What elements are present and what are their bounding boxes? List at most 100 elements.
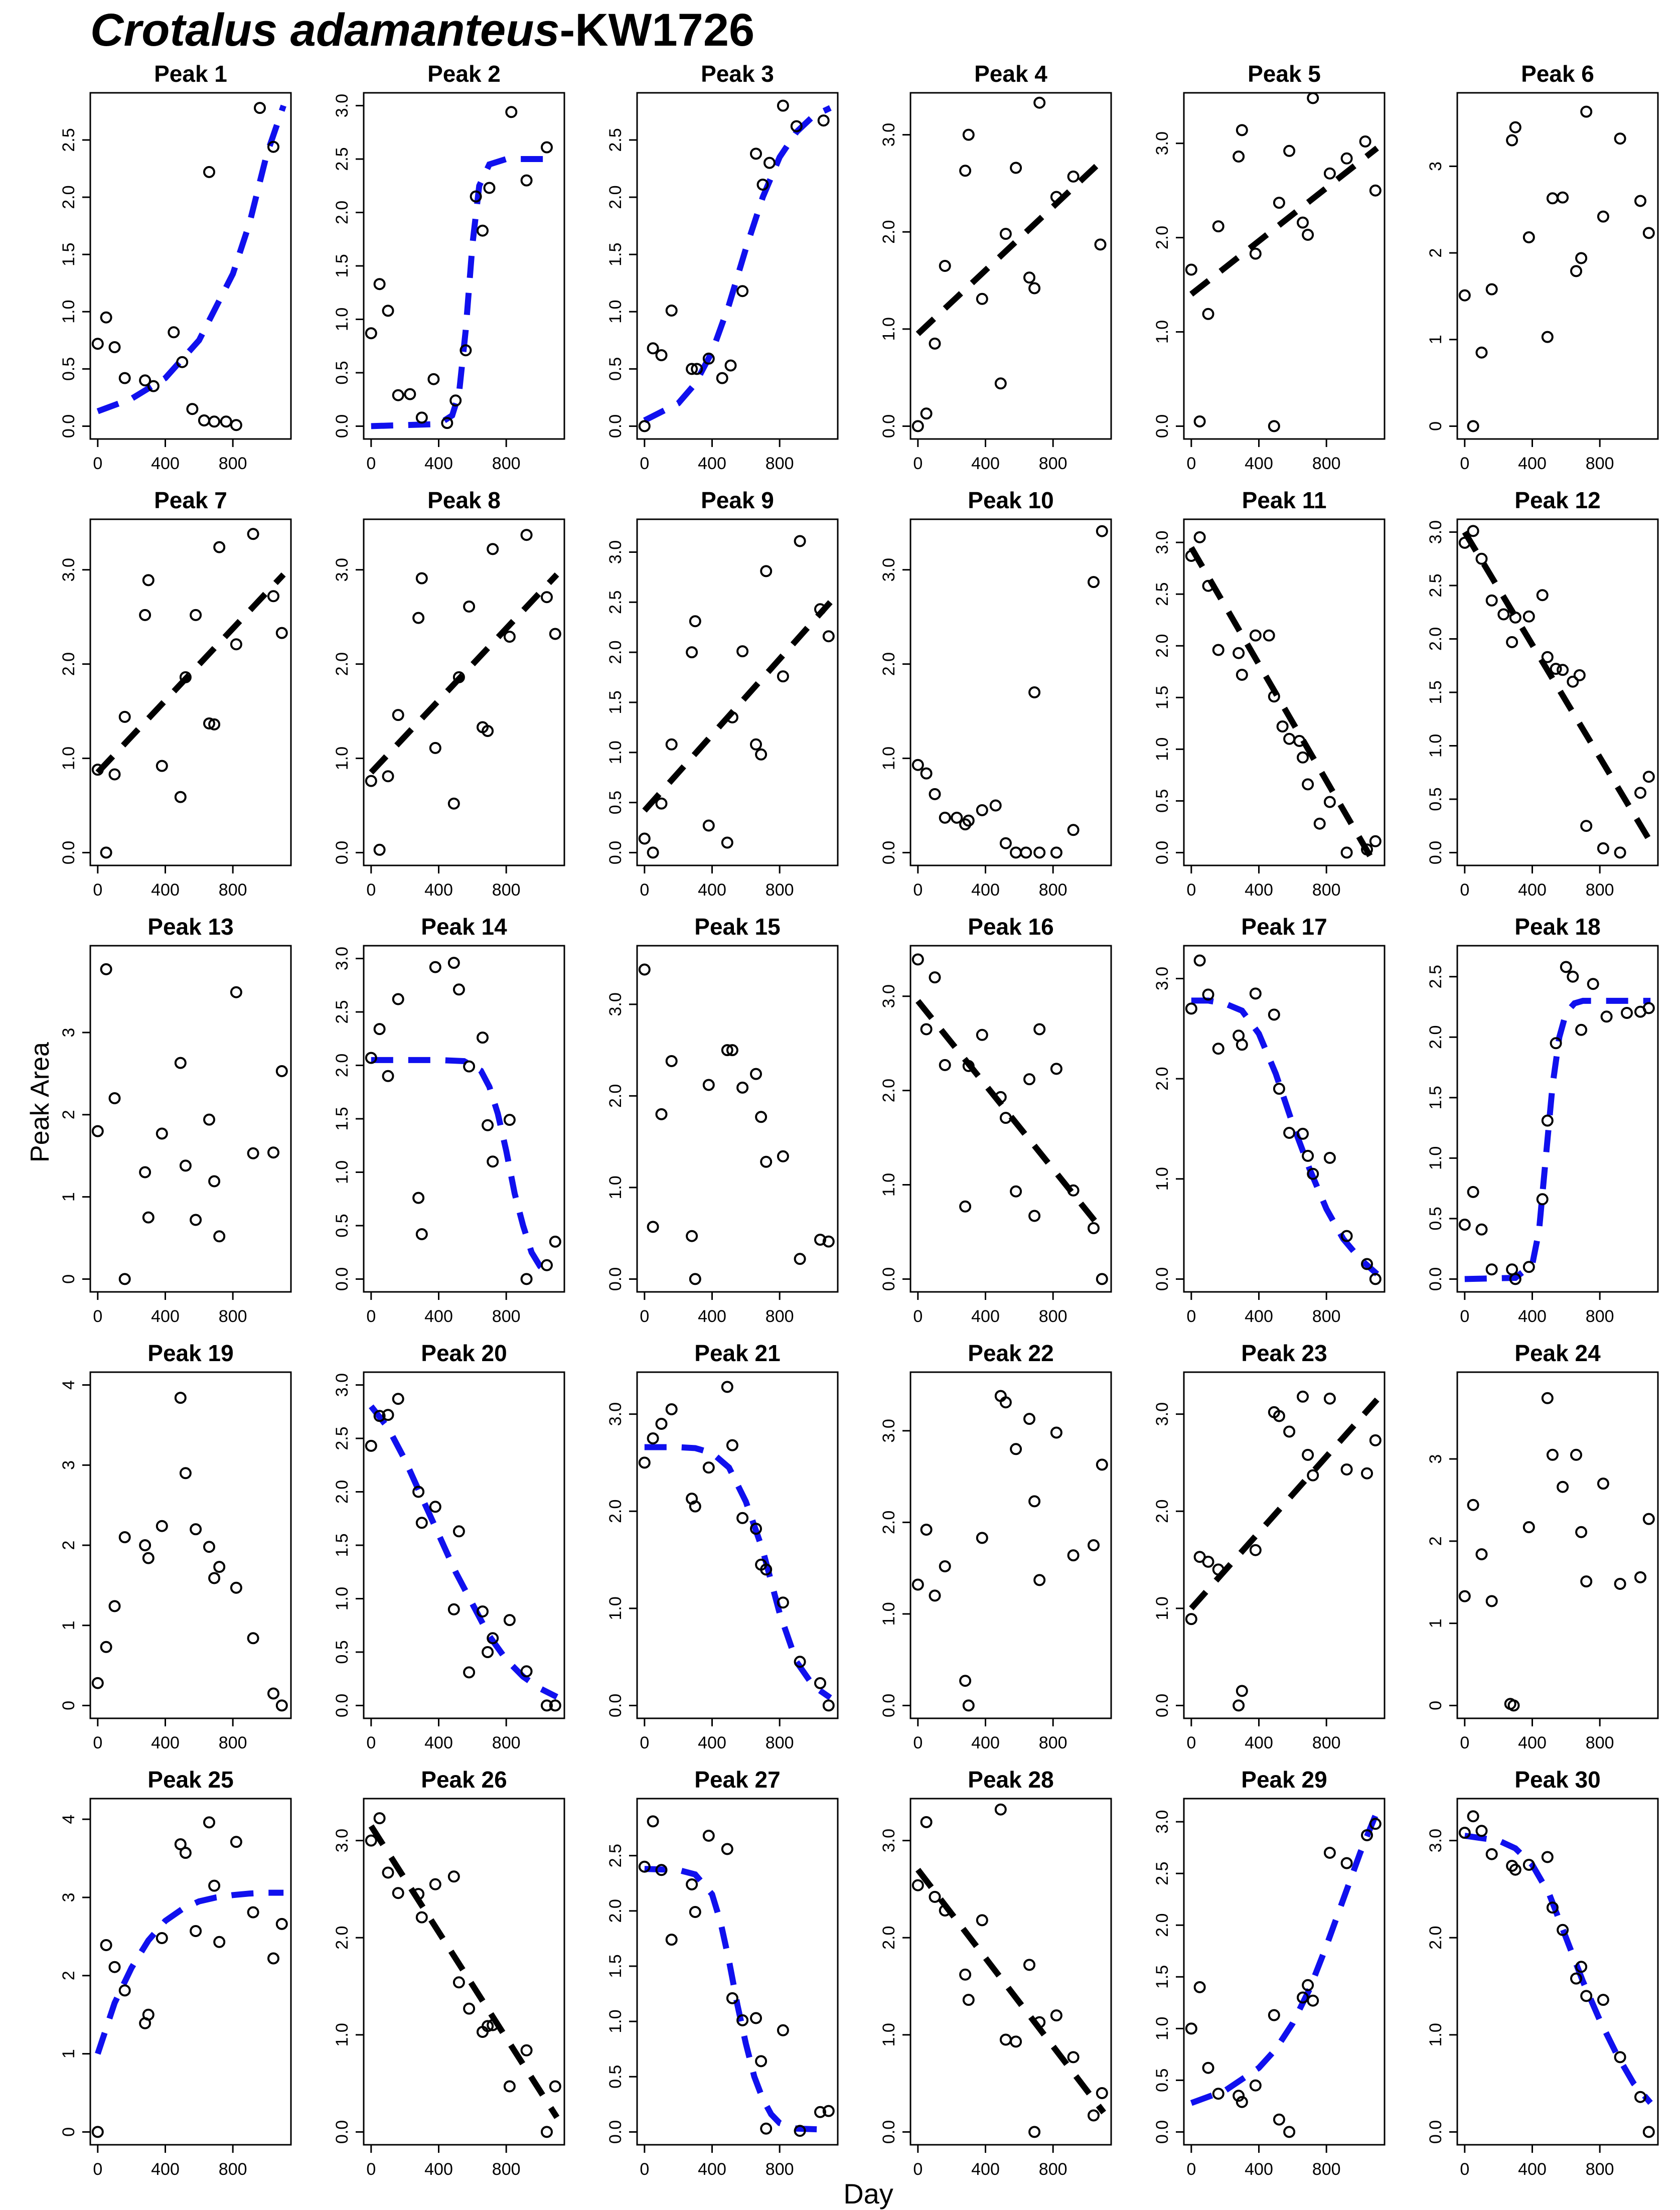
data-point xyxy=(541,141,553,154)
x-tick-label: 0 xyxy=(366,1733,376,1752)
y-tick-label: 2.0 xyxy=(333,1054,352,1077)
panel-frame xyxy=(1183,92,1386,440)
data-point xyxy=(686,1878,698,1890)
y-tick-label: 1.0 xyxy=(1426,734,1445,758)
y-tick-label: 1.0 xyxy=(879,317,898,341)
panel-peak-22: Peak 22 0 400 800 0.0 1.0 2.0 3.0 xyxy=(879,1340,1112,1752)
data-point xyxy=(230,986,242,998)
data-point xyxy=(156,760,168,772)
data-point xyxy=(230,1836,242,1848)
data-point xyxy=(1010,1443,1022,1455)
x-tick-label: 0 xyxy=(640,454,649,473)
panel-peak-29: Peak 29 0 400 800 0.0 0.5 1.0 1.5 2.0 2.5 3.0 xyxy=(1153,1766,1386,2179)
y-tick-label: 2.5 xyxy=(333,147,352,171)
data-point xyxy=(1067,2051,1080,2064)
data-point xyxy=(176,356,189,368)
data-point xyxy=(1575,252,1588,264)
data-point xyxy=(1614,132,1626,145)
panel-peak-15: Peak 15 0 400 800 0.0 1.0 2.0 3.0 xyxy=(606,914,839,1326)
y-tick-label: 1.5 xyxy=(606,690,625,714)
x-tick-label: 0 xyxy=(1186,2160,1196,2179)
panel-frame xyxy=(1456,92,1659,440)
y-tick-label: 2.0 xyxy=(606,641,625,664)
data-point xyxy=(373,1023,386,1036)
data-point xyxy=(911,1578,924,1591)
data-point xyxy=(190,1523,202,1536)
data-point xyxy=(1033,96,1046,109)
y-tick-label: 3.0 xyxy=(606,540,625,564)
data-point xyxy=(1634,195,1646,207)
data-point xyxy=(1522,1521,1535,1533)
data-point xyxy=(750,738,762,751)
y-tick-label: 2.5 xyxy=(59,128,78,152)
y-tick-label: 1.5 xyxy=(606,1954,625,1978)
panel-peak-1: Peak 1 0 400 800 0.0 0.5 1.0 1.5 2.0 2.5 xyxy=(59,61,292,473)
x-tick-label: 400 xyxy=(424,2160,453,2179)
panel-peak-20: Peak 20 0 400 800 0.0 0.5 1.0 1.5 2.0 2.5 3.0 xyxy=(333,1340,565,1752)
fit-line xyxy=(95,572,286,775)
data-point xyxy=(208,1572,221,1584)
data-point xyxy=(190,1925,202,1937)
data-point xyxy=(1249,629,1262,642)
data-point xyxy=(1642,2126,1655,2138)
data-point xyxy=(1010,162,1022,174)
data-point xyxy=(415,1911,428,1924)
x-tick-label: 800 xyxy=(492,454,521,473)
y-tick-label: 1.0 xyxy=(1153,1596,1172,1620)
y-tick-label: 3.0 xyxy=(1153,1402,1172,1426)
x-tick-label: 400 xyxy=(698,454,726,473)
data-point xyxy=(814,603,826,616)
x-tick-label: 400 xyxy=(698,1733,726,1752)
data-point xyxy=(999,2033,1012,2046)
data-point xyxy=(911,953,924,966)
data-point xyxy=(412,1486,425,1498)
y-tick-label: 3.0 xyxy=(1426,520,1445,544)
data-point xyxy=(763,157,776,169)
data-point xyxy=(1236,2096,1248,2108)
data-point xyxy=(647,1432,659,1444)
data-point xyxy=(655,349,668,361)
data-point xyxy=(487,1632,499,1645)
data-point xyxy=(108,1092,121,1104)
data-point xyxy=(267,590,279,603)
data-point xyxy=(814,1234,826,1246)
x-tick-label: 0 xyxy=(1186,1307,1196,1326)
data-point xyxy=(1485,1263,1498,1276)
data-point xyxy=(726,711,738,723)
y-tick-label: 0.0 xyxy=(59,414,78,438)
data-point xyxy=(1273,1410,1285,1422)
data-point xyxy=(1467,420,1479,432)
x-tick-label: 400 xyxy=(971,1307,1000,1326)
data-point xyxy=(911,759,924,771)
data-point xyxy=(179,671,192,683)
data-point xyxy=(1522,1859,1535,1871)
data-point xyxy=(541,1259,553,1271)
x-tick-label: 800 xyxy=(219,2160,247,2179)
data-point xyxy=(100,846,112,859)
data-point xyxy=(365,327,377,340)
x-tick-label: 400 xyxy=(971,1733,1000,1752)
y-tick-label: 0.0 xyxy=(1426,841,1445,864)
data-point xyxy=(520,174,533,187)
fit-line xyxy=(1462,530,1653,844)
data-point xyxy=(1642,227,1655,239)
data-point xyxy=(1642,1513,1655,1525)
y-tick-label: 1.5 xyxy=(333,1107,352,1130)
y-tick-label: 0.5 xyxy=(606,357,625,381)
x-tick-label: 800 xyxy=(1586,1733,1614,1752)
data-point xyxy=(1273,2113,1285,2126)
data-point xyxy=(1185,2022,1197,2035)
data-point xyxy=(247,1632,259,1645)
data-point xyxy=(541,2126,553,2138)
panel-peak-12: Peak 12 0 400 800 0.0 0.5 1.0 1.5 2.0 2.5 3.0 xyxy=(1426,487,1659,900)
data-point xyxy=(1302,1448,1314,1461)
y-tick-label: 1.0 xyxy=(1426,1146,1445,1170)
data-point xyxy=(1541,1392,1554,1404)
data-point xyxy=(1614,2051,1626,2064)
panel-title: Peak 24 xyxy=(1514,1340,1601,1366)
y-tick-label: 1.0 xyxy=(59,300,78,324)
data-point xyxy=(1506,1263,1518,1276)
data-point xyxy=(929,337,941,350)
data-point xyxy=(702,819,715,832)
y-tick-label: 2.0 xyxy=(59,185,78,209)
